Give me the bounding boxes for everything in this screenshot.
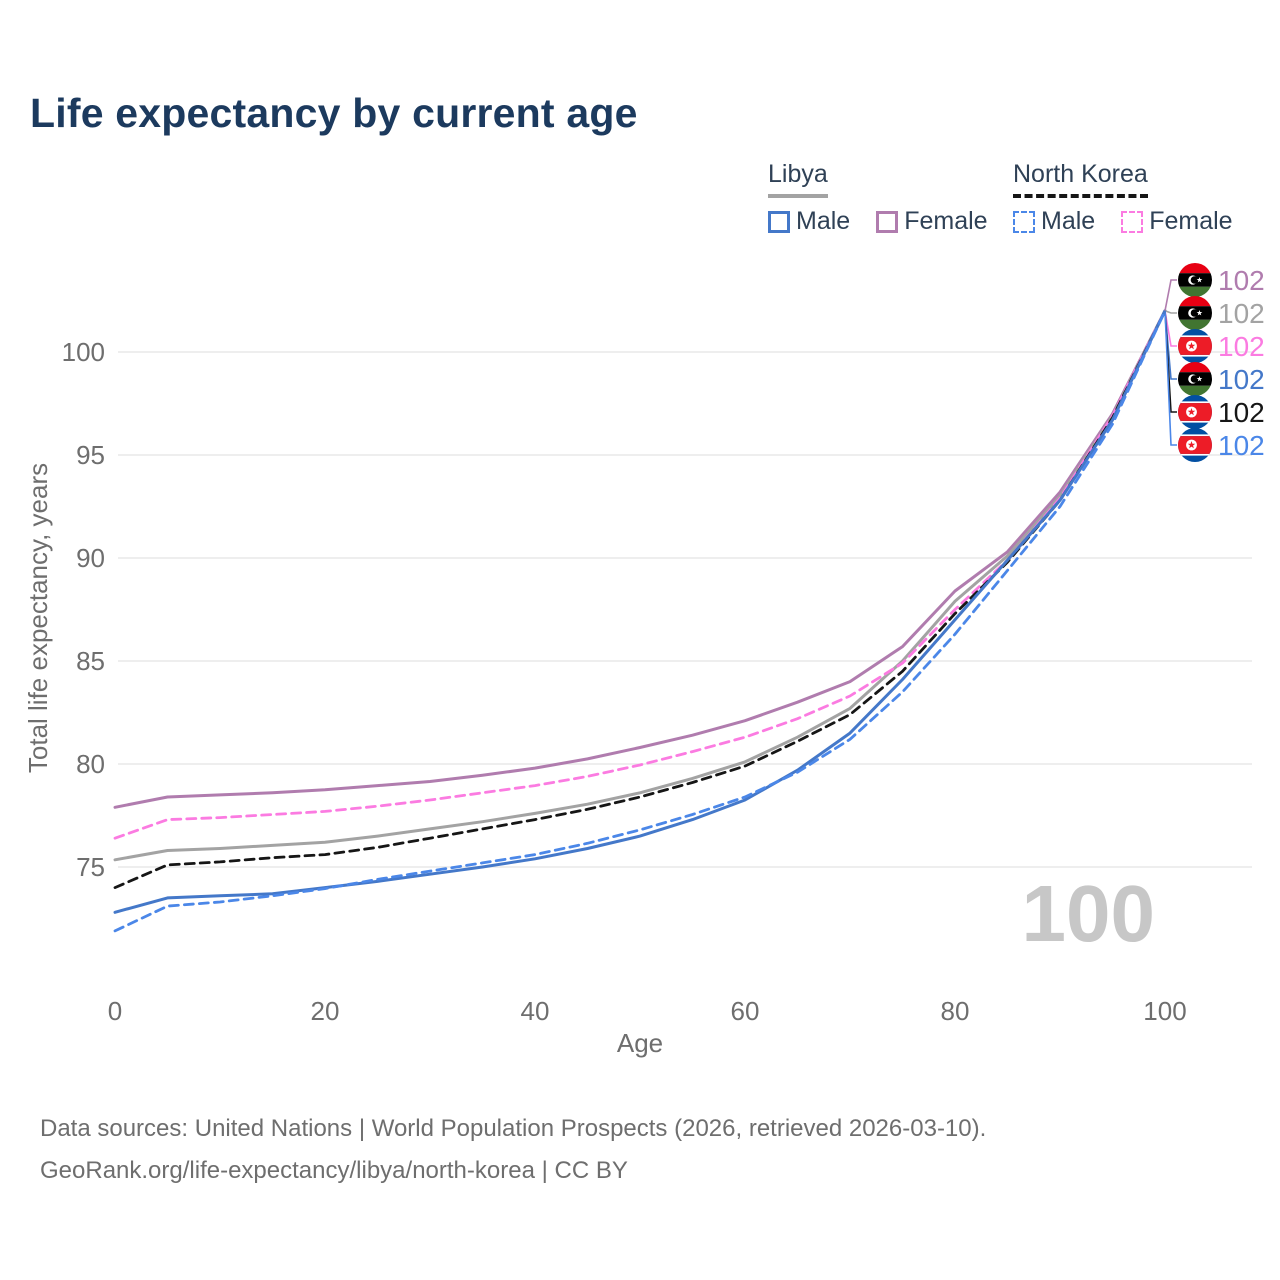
x-tick-label: 60 [731,996,760,1026]
y-tick-label: 85 [76,646,105,676]
legend-group-libya: Libya Male Female [768,160,988,236]
legend-group-north-korea: North Korea Male Female [1013,160,1233,236]
x-tick-label: 80 [941,996,970,1026]
data-source-footer: Data sources: United Nations | World Pop… [40,1108,986,1192]
x-axis-title: Age [617,1028,663,1058]
y-tick-label: 90 [76,543,105,573]
end-label-leader [1164,310,1177,446]
gridlines [118,351,1252,868]
north-korea-flag-icon [1178,395,1212,429]
end-label-leader [1164,279,1177,311]
y-tick-label: 100 [62,337,105,367]
north-korea-female-swatch-icon [1121,210,1144,233]
end-label-value: 102 [1218,265,1265,296]
north-korea-male-swatch-icon [1013,210,1035,233]
legend-item-label: Female [1149,207,1233,235]
series-line-libya-female [113,309,1167,809]
north-korea-flag-icon [1178,428,1212,462]
libya-female-swatch-icon [876,210,899,233]
x-tick-label: 0 [108,996,122,1026]
legend-item-libya-male: Male [768,207,850,236]
legend-item-north-korea-male: Male [1013,207,1095,236]
series-line-libya-male [113,309,1167,914]
axis-labels: 75 80 85 90 95 100 0 20 40 60 80 100 Age Total life e… [23,337,1187,1058]
y-tick-label: 95 [76,440,105,470]
end-label-value: 102 [1218,331,1265,362]
north-korea-flag-icon [1178,329,1212,363]
legend-item-label: Male [1041,207,1096,235]
legend-item-north-korea-female: Female [1121,207,1233,236]
y-tick-label: 75 [76,852,105,882]
end-label-value: 102 [1218,298,1265,329]
legend-header-north-korea: North Korea [1013,160,1148,198]
end-label-leader [1164,310,1177,347]
end-label-value: 102 [1218,430,1265,461]
end-label-leader [1164,310,1177,314]
libya-flag-icon [1178,263,1212,297]
y-tick-label: 80 [76,749,105,779]
page-title: Life expectancy by current age [30,90,638,136]
libya-male-swatch-icon [768,210,790,233]
footer-line-2: GeoRank.org/life-expectancy/libya/north-… [40,1157,628,1184]
end-label-value: 102 [1218,364,1265,395]
series-line-libya-both-sexes [113,309,1167,862]
footer-line-1: Data sources: United Nations | World Pop… [40,1115,987,1142]
series-line-north-korea-female [113,309,1167,840]
legend-item-label: Female [904,207,988,235]
series-line-north-korea-both-sexes [113,309,1167,889]
age-counter-watermark: 100 [1021,869,1155,958]
legend-item-label: Male [796,207,851,235]
x-tick-label: 100 [1143,996,1186,1026]
libya-flag-icon [1178,362,1212,396]
x-tick-label: 40 [521,996,550,1026]
y-axis-title: Total life expectancy, years [23,463,53,773]
series-lines [113,309,1167,933]
legend-header-libya: Libya [768,160,828,198]
libya-flag-icon [1178,296,1212,330]
x-tick-label: 20 [311,996,340,1026]
end-label-value: 102 [1218,397,1265,428]
series-line-north-korea-male [113,309,1167,933]
legend-item-libya-female: Female [876,207,988,236]
